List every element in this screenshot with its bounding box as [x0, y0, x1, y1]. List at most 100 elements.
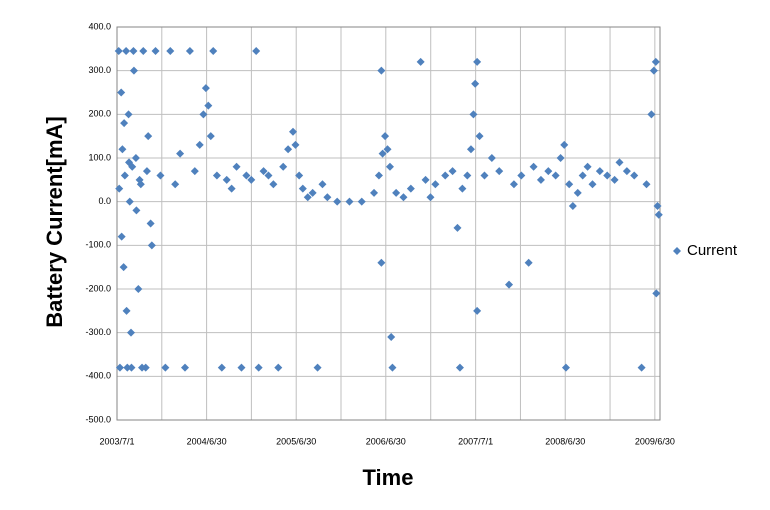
point — [195, 140, 204, 149]
point — [252, 47, 261, 56]
point — [227, 184, 236, 193]
x-tick-label: 2009/6/30 — [635, 436, 675, 446]
point — [378, 149, 387, 158]
point — [473, 57, 482, 66]
y-tick-label: 0.0 — [98, 196, 111, 206]
point — [551, 171, 560, 180]
point — [406, 184, 415, 193]
point — [654, 210, 663, 219]
point — [185, 47, 194, 56]
y-tick-label: 100.0 — [88, 152, 111, 162]
point — [637, 363, 646, 372]
point — [118, 145, 127, 154]
point — [588, 180, 597, 189]
point — [495, 167, 504, 176]
point — [147, 241, 156, 250]
point — [323, 193, 332, 202]
point — [455, 363, 464, 372]
point — [117, 232, 126, 241]
point — [124, 110, 133, 119]
point — [603, 171, 612, 180]
y-tick-label: -200.0 — [85, 283, 111, 293]
point — [284, 145, 293, 154]
y-tick-label: 300.0 — [88, 65, 111, 75]
point — [505, 280, 514, 289]
point — [142, 167, 151, 176]
point — [122, 306, 131, 315]
point — [264, 171, 273, 180]
point — [131, 154, 140, 162]
point — [517, 171, 526, 180]
point — [151, 47, 160, 56]
point — [647, 110, 656, 119]
point — [653, 202, 662, 211]
point — [333, 197, 342, 206]
x-tick-label: 2006/6/30 — [366, 436, 406, 446]
x-tick-label: 2008/6/30 — [545, 436, 585, 446]
point — [125, 158, 134, 167]
point — [387, 333, 396, 342]
point — [649, 66, 658, 75]
y-axis-label: Battery Current[mA] — [42, 116, 67, 327]
y-tick-label: 400.0 — [88, 21, 111, 31]
point — [117, 88, 126, 97]
point — [139, 47, 148, 56]
point — [556, 154, 565, 162]
x-tick-label: 2004/6/30 — [187, 436, 227, 446]
point — [115, 363, 124, 372]
point — [377, 258, 386, 267]
x-tick-label: 2007/7/1 — [458, 436, 493, 446]
point — [370, 188, 379, 197]
point — [578, 171, 587, 180]
point — [127, 363, 136, 372]
point — [431, 180, 440, 189]
point — [269, 180, 278, 189]
point — [199, 110, 208, 119]
point — [237, 363, 246, 372]
point — [560, 140, 569, 149]
point — [487, 154, 496, 162]
point — [458, 184, 467, 193]
point — [138, 363, 147, 372]
point — [115, 184, 124, 193]
point — [622, 167, 631, 176]
point — [392, 188, 401, 197]
point — [166, 47, 175, 56]
point — [122, 47, 131, 56]
point — [303, 193, 312, 202]
x-tick-label: 2003/7/1 — [99, 436, 134, 446]
point — [126, 328, 135, 337]
point — [209, 47, 218, 56]
point — [642, 180, 651, 189]
point — [583, 162, 592, 171]
point — [232, 162, 241, 171]
point — [529, 162, 538, 171]
point — [274, 363, 283, 372]
x-axis-label: Time — [363, 465, 414, 490]
plot-border — [116, 26, 661, 421]
point — [318, 180, 327, 189]
point — [466, 145, 475, 154]
point — [125, 197, 134, 206]
point — [171, 180, 180, 189]
point — [374, 171, 383, 180]
point — [473, 306, 482, 315]
point — [509, 180, 518, 189]
point — [114, 47, 123, 56]
point — [289, 127, 298, 136]
point — [176, 149, 185, 158]
point — [345, 197, 354, 206]
point — [480, 171, 489, 180]
point — [129, 66, 138, 75]
legend-label: Current — [687, 242, 738, 259]
point — [453, 223, 462, 232]
point — [416, 57, 425, 66]
point — [568, 202, 577, 211]
point — [144, 132, 153, 141]
point — [357, 197, 366, 206]
point — [254, 363, 263, 372]
point — [399, 193, 408, 202]
point — [471, 79, 480, 88]
point — [426, 193, 435, 202]
